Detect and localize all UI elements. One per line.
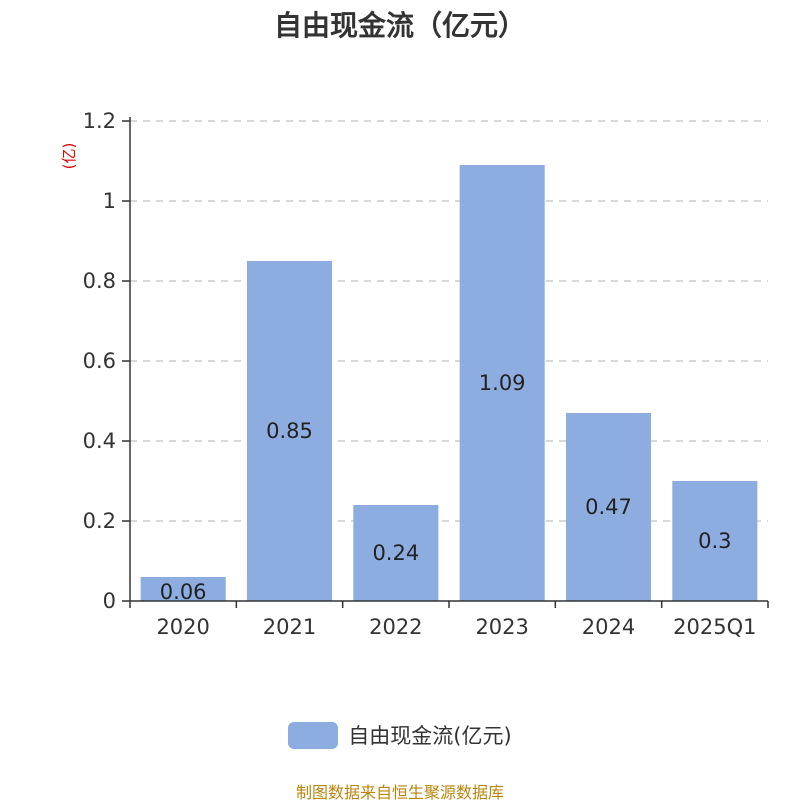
legend-swatch [288, 721, 339, 749]
bar [246, 261, 333, 601]
source-credit: 制图数据来自恒生聚源数据库 [295, 783, 504, 802]
y-tick-label: 1 [103, 189, 116, 213]
bar [565, 413, 652, 601]
axes [122, 117, 769, 608]
y-tick-label: 0.4 [83, 429, 116, 453]
bar [353, 505, 439, 601]
x-tick-label: 2023 [475, 615, 528, 639]
x-tick-label: 2022 [369, 615, 422, 639]
bar-value-label: 0.3 [698, 529, 731, 553]
y-tick-label: 0 [103, 589, 116, 613]
x-tick-label: 2021 [263, 615, 316, 639]
legend[interactable]: 自由现金流(亿元) [0, 720, 800, 750]
bar-value-label: 1.09 [479, 371, 526, 395]
bars [140, 165, 758, 601]
bar [459, 165, 545, 601]
bar [140, 577, 226, 601]
bar-value-label: 0.06 [160, 580, 207, 604]
y-tick-label: 0.8 [83, 269, 116, 293]
bar-value-label: 0.85 [266, 419, 313, 443]
labels: 0 0.2 0.4 0.6 0.8 1 1.2 0.06 2020 0.85 2021 0.24 202… [60, 109, 757, 639]
x-tick-label: 2024 [582, 615, 635, 639]
x-tick-label: 2025Q1 [673, 615, 756, 639]
chart-title: 自由现金流（亿元） [273, 9, 526, 42]
y-tick-label: 0.2 [83, 509, 116, 533]
y-tick-label: 0.6 [83, 349, 116, 373]
x-tick-label: 2020 [156, 615, 209, 639]
legend-label: 自由现金流(亿元) [348, 724, 512, 748]
bar-value-label: 0.47 [585, 495, 632, 519]
bar [672, 481, 758, 601]
grid-lines [130, 120, 768, 522]
y-tick-label: 1.2 [83, 109, 116, 133]
bar-value-label: 0.24 [372, 541, 419, 565]
y-axis-label: (亿) [60, 143, 78, 170]
